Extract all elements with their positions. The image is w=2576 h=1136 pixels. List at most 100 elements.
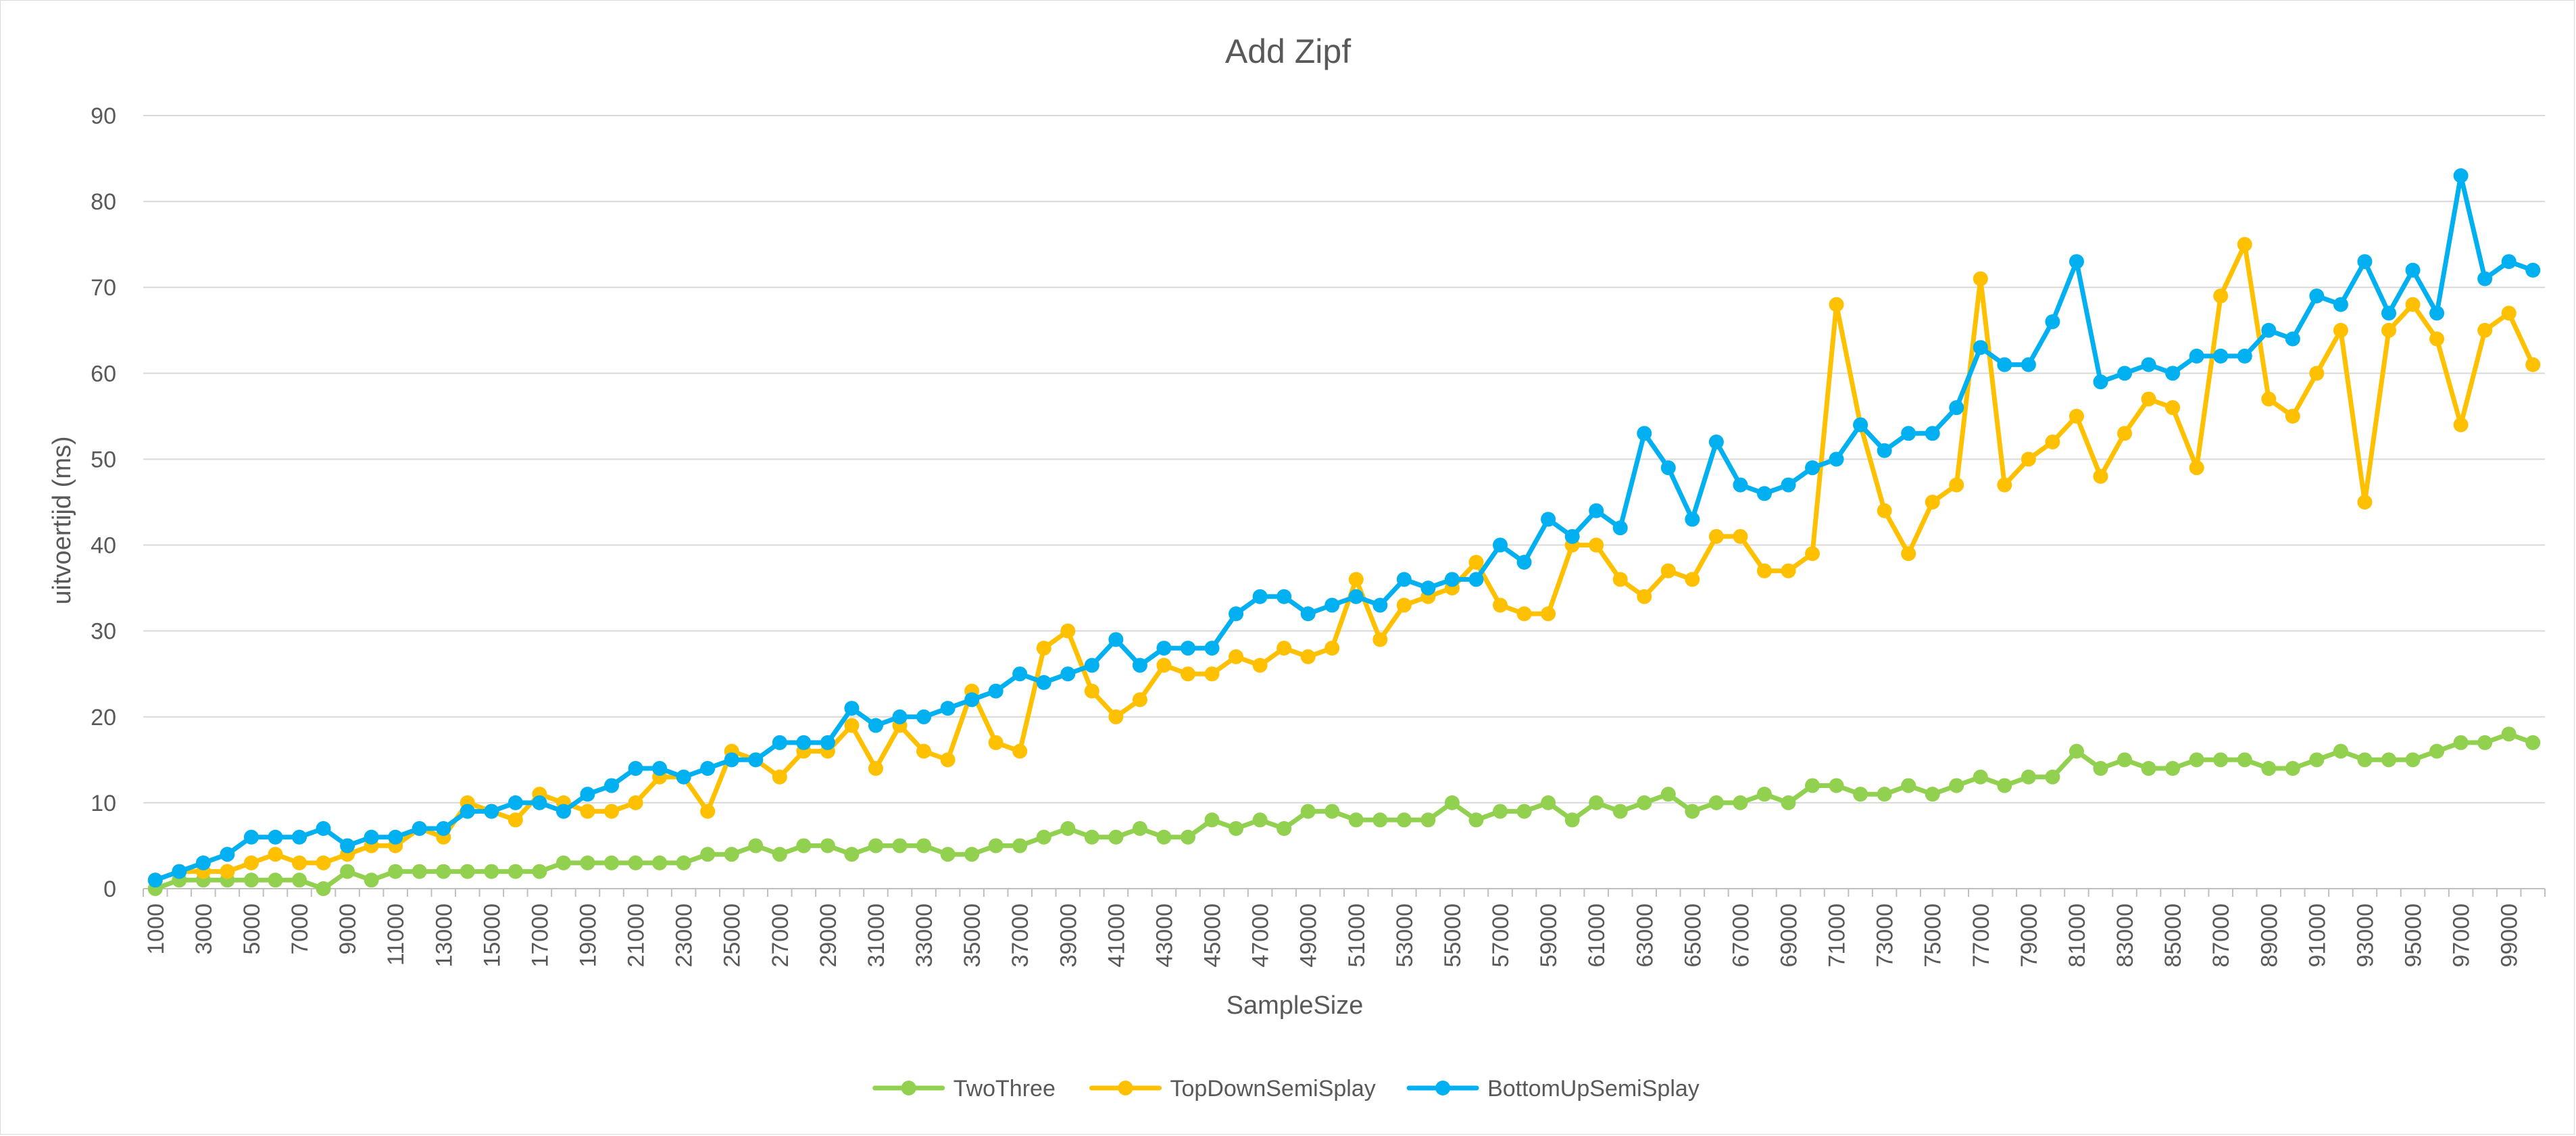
data-point	[2261, 323, 2276, 338]
data-point	[2333, 297, 2348, 312]
legend-item-TwoThree: TwoThree	[875, 1076, 1056, 1102]
legend-label: TopDownSemiSplay	[1170, 1076, 1376, 1102]
data-point	[1133, 692, 1147, 707]
data-point	[1685, 572, 1700, 587]
data-point	[1205, 641, 1220, 656]
data-point	[1541, 606, 1556, 621]
x-tick-label: 85000	[2160, 904, 2186, 968]
data-point	[292, 872, 307, 887]
x-tick-label: 61000	[1584, 904, 1610, 968]
data-point	[916, 710, 931, 724]
data-point	[2357, 752, 2372, 767]
data-point	[1012, 744, 1027, 759]
x-tick-label: 41000	[1104, 904, 1129, 968]
data-point	[1229, 649, 1243, 664]
data-point	[2141, 391, 2156, 406]
x-tick-label: 11000	[383, 904, 409, 966]
data-point	[964, 847, 979, 862]
data-point	[2045, 435, 2060, 449]
data-point	[2406, 752, 2421, 767]
data-point	[1829, 778, 1844, 793]
x-tick-label: 37000	[1008, 904, 1033, 968]
data-point	[700, 847, 715, 862]
data-point	[1661, 460, 1676, 475]
data-point	[1637, 589, 1652, 604]
data-point	[1805, 546, 1820, 561]
data-point	[2285, 409, 2300, 424]
data-point	[2381, 305, 2396, 320]
legend-item-BottomUpSemiSplay: BottomUpSemiSplay	[1409, 1076, 1700, 1102]
data-point	[460, 864, 475, 879]
data-point	[2213, 349, 2228, 364]
data-point	[2069, 744, 2084, 759]
data-point	[532, 864, 547, 879]
data-point	[893, 710, 908, 724]
data-point	[2333, 323, 2348, 338]
gridlines	[143, 116, 2545, 803]
data-point	[1445, 795, 1460, 810]
data-point	[2477, 323, 2492, 338]
x-tick-label: 17000	[527, 904, 553, 968]
data-point	[676, 770, 691, 785]
legend-label: TwoThree	[953, 1076, 1056, 1102]
data-point	[1733, 529, 1748, 544]
data-point	[2285, 761, 2300, 776]
x-tick-label: 35000	[960, 904, 985, 968]
data-point	[1517, 606, 1532, 621]
data-point	[292, 856, 307, 870]
data-point	[1829, 451, 1844, 466]
x-tick-label: 67000	[1728, 904, 1754, 968]
data-point	[2406, 297, 2421, 312]
data-point	[1060, 821, 1075, 836]
data-point	[2165, 400, 2180, 415]
data-point	[2213, 289, 2228, 303]
data-point	[1637, 426, 1652, 441]
x-tick-label: 51000	[1344, 904, 1370, 968]
data-point	[2454, 168, 2469, 183]
x-tick-label: 57000	[1488, 904, 1514, 968]
data-point	[1468, 555, 1483, 570]
data-point	[2021, 770, 2036, 785]
x-tick-label: 13000	[431, 904, 457, 968]
data-point	[1156, 658, 1171, 673]
data-point	[1324, 804, 1339, 819]
data-point	[1877, 787, 1892, 801]
data-point	[724, 847, 739, 862]
data-point	[2141, 761, 2156, 776]
data-point	[1349, 589, 1364, 604]
data-point	[1060, 666, 1075, 681]
data-point	[1301, 804, 1316, 819]
data-point	[604, 804, 619, 819]
data-point	[1253, 658, 1268, 673]
data-point	[628, 856, 643, 870]
data-point	[2454, 418, 2469, 433]
data-point	[1229, 821, 1243, 836]
x-tick-label: 79000	[2016, 904, 2042, 968]
data-point	[1445, 572, 1460, 587]
data-point	[1468, 812, 1483, 827]
data-point	[2309, 366, 2324, 380]
data-point	[2094, 469, 2108, 484]
data-point	[484, 804, 499, 819]
data-point	[2189, 349, 2204, 364]
y-tick-label: 90	[91, 103, 116, 129]
data-point	[844, 847, 859, 862]
x-tick-label: 93000	[2352, 904, 2378, 968]
data-point	[868, 718, 883, 733]
y-tick-label: 80	[91, 189, 116, 215]
data-point	[388, 830, 403, 845]
data-point	[1085, 830, 1099, 845]
data-point	[2094, 761, 2108, 776]
data-point	[1181, 666, 1195, 681]
data-point	[652, 856, 667, 870]
data-point	[508, 864, 523, 879]
data-point	[1949, 400, 1964, 415]
data-point	[1541, 512, 1556, 526]
x-tick-label: 63000	[1632, 904, 1658, 968]
data-point	[1757, 564, 1772, 578]
data-point	[1253, 812, 1268, 827]
data-point	[316, 821, 331, 836]
data-point	[340, 838, 355, 853]
data-point	[1108, 632, 1123, 647]
